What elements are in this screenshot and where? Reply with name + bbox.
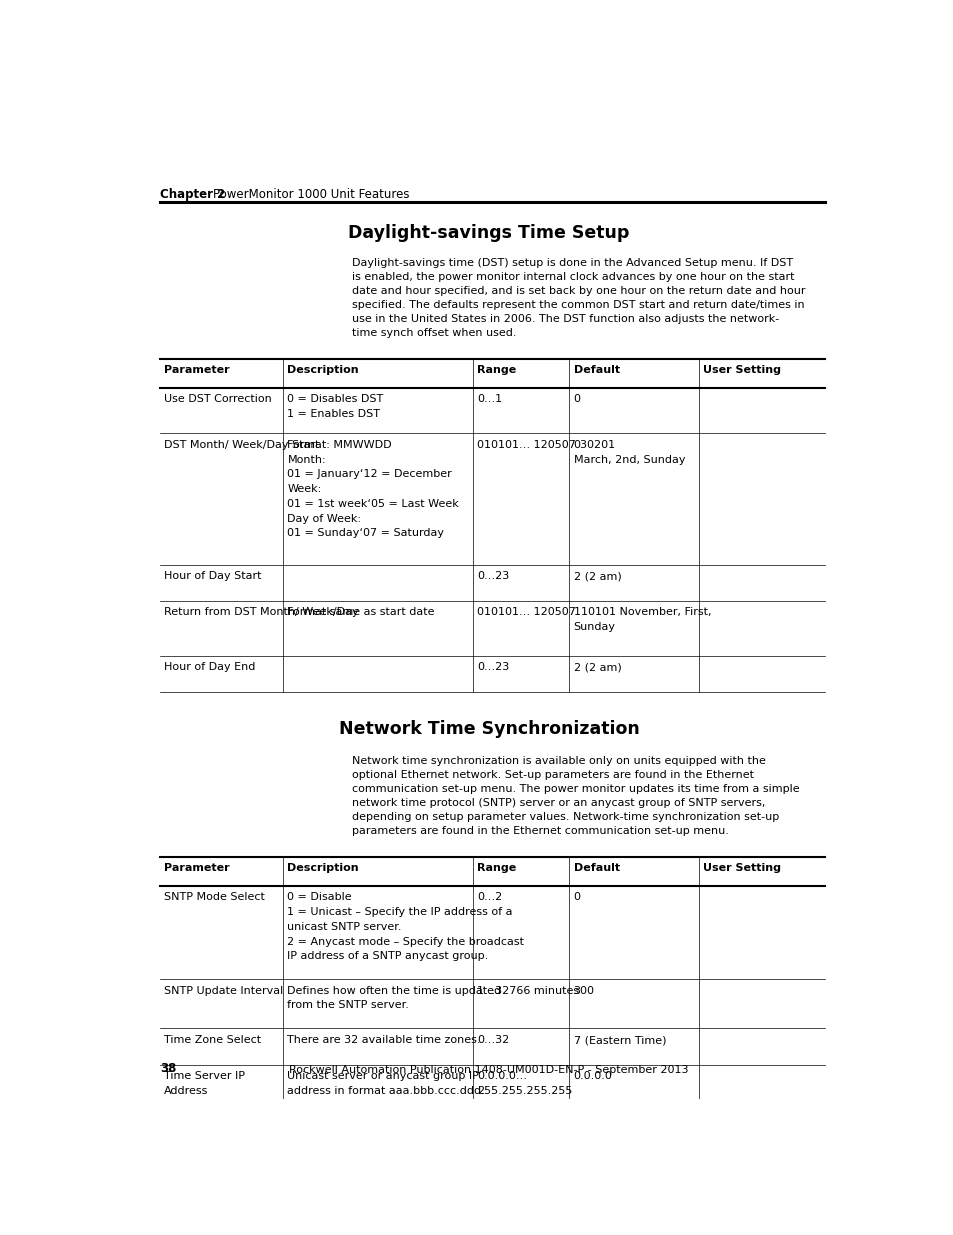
Text: time synch offset when used.: time synch offset when used.	[352, 329, 517, 338]
Text: Description: Description	[287, 364, 358, 375]
Text: 0: 0	[573, 394, 580, 404]
Text: 0: 0	[573, 893, 580, 903]
Text: Time Zone Select: Time Zone Select	[164, 1035, 261, 1045]
Text: 010101… 120507: 010101… 120507	[476, 440, 576, 450]
Text: date and hour specified, and is set back by one hour on the return date and hour: date and hour specified, and is set back…	[352, 285, 804, 295]
Text: PowerMonitor 1000 Unit Features: PowerMonitor 1000 Unit Features	[213, 188, 409, 201]
Text: IP address of a SNTP anycast group.: IP address of a SNTP anycast group.	[287, 951, 488, 961]
Text: 38: 38	[160, 1062, 176, 1076]
Text: communication set-up menu. The power monitor updates its time from a simple: communication set-up menu. The power mon…	[352, 784, 799, 794]
Text: 030201: 030201	[573, 440, 615, 450]
Text: Format: MMWWDD: Format: MMWWDD	[287, 440, 392, 450]
Text: unicast SNTP server.: unicast SNTP server.	[287, 921, 401, 932]
Text: SNTP Update Interval: SNTP Update Interval	[164, 986, 283, 995]
Text: Sunday: Sunday	[573, 622, 615, 632]
Text: 2 = Anycast mode – Specify the broadcast: 2 = Anycast mode – Specify the broadcast	[287, 936, 524, 947]
Text: 0…23: 0…23	[476, 571, 509, 582]
Text: is enabled, the power monitor internal clock advances by one hour on the start: is enabled, the power monitor internal c…	[352, 272, 794, 282]
Text: DST Month/ Week/Day Start: DST Month/ Week/Day Start	[164, 440, 319, 450]
Text: Daylight-savings time (DST) setup is done in the Advanced Setup menu. If DST: Daylight-savings time (DST) setup is don…	[352, 258, 793, 268]
Text: Default: Default	[573, 364, 619, 375]
Text: User Setting: User Setting	[702, 364, 781, 375]
Text: Default: Default	[573, 863, 619, 873]
Text: Defines how often the time is updated: Defines how often the time is updated	[287, 986, 501, 995]
Text: Network Time Synchronization: Network Time Synchronization	[338, 720, 639, 739]
Text: specified. The defaults represent the common DST start and return date/times in: specified. The defaults represent the co…	[352, 300, 804, 310]
Text: Rockwell Automation Publication 1408-UM001D-EN-P - September 2013: Rockwell Automation Publication 1408-UM0…	[289, 1066, 688, 1076]
Text: 0.0.0.0…: 0.0.0.0…	[476, 1071, 527, 1081]
Text: Address: Address	[164, 1086, 209, 1095]
Text: 0…1: 0…1	[476, 394, 501, 404]
Text: 300: 300	[573, 986, 594, 995]
Text: 0…2: 0…2	[476, 893, 502, 903]
Text: SNTP Mode Select: SNTP Mode Select	[164, 893, 265, 903]
Text: depending on setup parameter values. Network-time synchronization set-up: depending on setup parameter values. Net…	[352, 811, 779, 823]
Text: use in the United States in 2006. The DST function also adjusts the network-: use in the United States in 2006. The DS…	[352, 314, 779, 324]
Text: 0.0.0.0: 0.0.0.0	[573, 1071, 612, 1081]
Text: Month:: Month:	[287, 454, 326, 464]
Text: 01 = 1st week‘05 = Last Week: 01 = 1st week‘05 = Last Week	[287, 499, 458, 509]
Text: 0 = Disable: 0 = Disable	[287, 893, 352, 903]
Text: Unicast server or anycast group IP: Unicast server or anycast group IP	[287, 1071, 478, 1081]
Text: Daylight-savings Time Setup: Daylight-savings Time Setup	[348, 225, 629, 242]
Text: parameters are found in the Ethernet communication set-up menu.: parameters are found in the Ethernet com…	[352, 826, 728, 836]
Text: Week:: Week:	[287, 484, 321, 494]
Text: 0…32: 0…32	[476, 1035, 509, 1045]
Text: optional Ethernet network. Set-up parameters are found in the Ethernet: optional Ethernet network. Set-up parame…	[352, 769, 754, 779]
Text: Format same as start date: Format same as start date	[287, 608, 435, 618]
Text: Hour of Day Start: Hour of Day Start	[164, 571, 261, 582]
Text: address in format aaa.bbb.ccc.ddd.: address in format aaa.bbb.ccc.ddd.	[287, 1086, 485, 1095]
Text: User Setting: User Setting	[702, 863, 781, 873]
Text: Time Server IP: Time Server IP	[164, 1071, 245, 1081]
Text: Day of Week:: Day of Week:	[287, 514, 361, 524]
Text: Parameter: Parameter	[164, 364, 230, 375]
Text: There are 32 available time zones.: There are 32 available time zones.	[287, 1035, 480, 1045]
Text: 110101 November, First,: 110101 November, First,	[573, 608, 710, 618]
Text: from the SNTP server.: from the SNTP server.	[287, 1000, 409, 1010]
Text: 1 = Unicast – Specify the IP address of a: 1 = Unicast – Specify the IP address of …	[287, 908, 513, 918]
Text: March, 2nd, Sunday: March, 2nd, Sunday	[573, 454, 684, 464]
Text: 2 (2 am): 2 (2 am)	[573, 662, 620, 673]
Text: Range: Range	[476, 364, 516, 375]
Text: 255.255.255.255: 255.255.255.255	[476, 1086, 572, 1095]
Text: 1 = Enables DST: 1 = Enables DST	[287, 409, 380, 419]
Text: 0…23: 0…23	[476, 662, 509, 673]
Text: Description: Description	[287, 863, 358, 873]
Text: Range: Range	[476, 863, 516, 873]
Text: Network time synchronization is available only on units equipped with the: Network time synchronization is availabl…	[352, 756, 765, 766]
Text: 7 (Eastern Time): 7 (Eastern Time)	[573, 1035, 665, 1045]
Text: 0 = Disables DST: 0 = Disables DST	[287, 394, 383, 404]
Text: Hour of Day End: Hour of Day End	[164, 662, 255, 673]
Text: network time protocol (SNTP) server or an anycast group of SNTP servers,: network time protocol (SNTP) server or a…	[352, 798, 764, 808]
Text: 01 = January‘12 = December: 01 = January‘12 = December	[287, 469, 452, 479]
Text: 01 = Sunday‘07 = Saturday: 01 = Sunday‘07 = Saturday	[287, 529, 444, 538]
Text: Chapter 2: Chapter 2	[160, 188, 225, 201]
Text: Use DST Correction: Use DST Correction	[164, 394, 272, 404]
Text: Parameter: Parameter	[164, 863, 230, 873]
Text: Return from DST Month/ Week/Day: Return from DST Month/ Week/Day	[164, 608, 358, 618]
Text: 010101… 120507: 010101… 120507	[476, 608, 576, 618]
Text: 2 (2 am): 2 (2 am)	[573, 571, 620, 582]
Text: 1…32766 minutes: 1…32766 minutes	[476, 986, 578, 995]
